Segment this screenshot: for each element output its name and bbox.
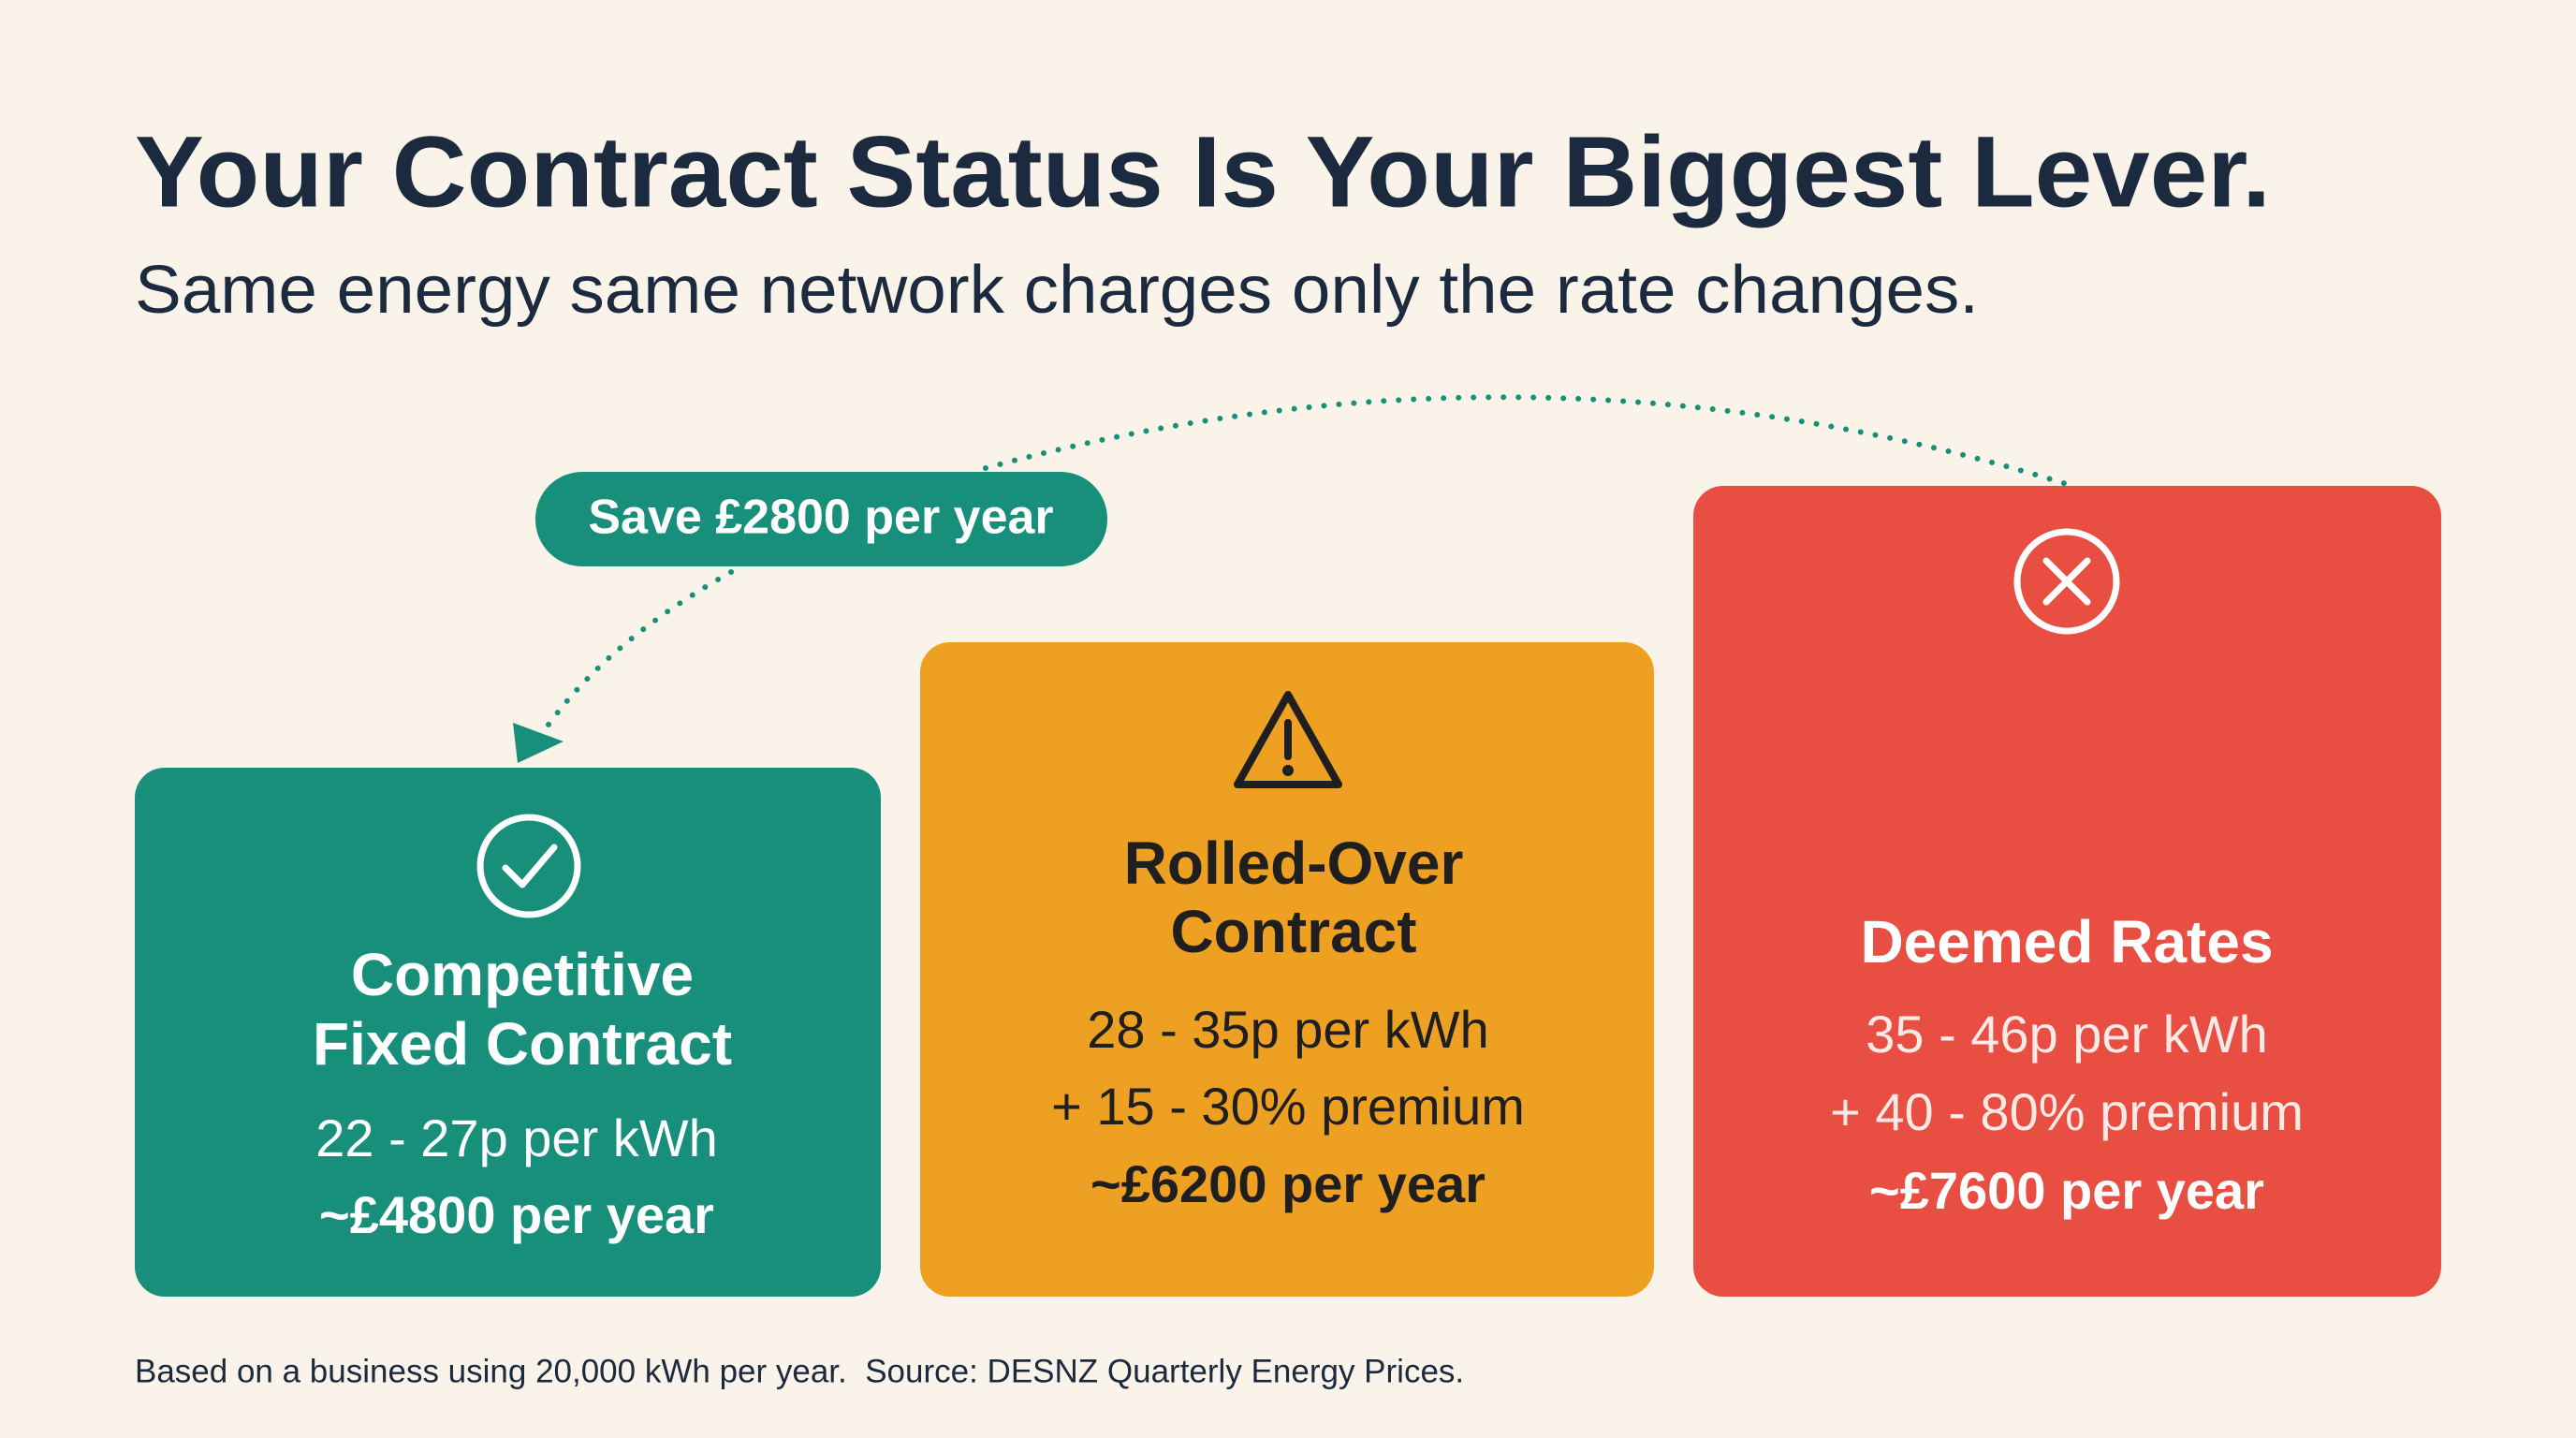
callout-label: Save £2800 per year [588, 491, 1053, 545]
card-title: Deemed Rates [1860, 908, 2273, 976]
card-rate: 28 - 35p per kWh [1087, 1000, 1489, 1059]
check-icon [476, 814, 581, 918]
subtitle: Same energy same network charges only th… [135, 253, 1979, 328]
card-premium: + 15 - 30% premium [1051, 1077, 1525, 1136]
warning-icon [1234, 691, 1342, 788]
card-rate: 35 - 46p per kWh [1866, 1005, 2268, 1064]
cross-icon [2013, 528, 2120, 635]
arrowhead [513, 723, 564, 763]
card [920, 642, 1654, 1297]
footnote: Based on a business using 20,000 kWh per… [135, 1353, 1464, 1389]
card-annual: ~£6200 per year [1090, 1154, 1486, 1213]
card-title: Fixed Contract [313, 1010, 732, 1078]
card-title: Competitive [351, 941, 694, 1008]
card-rate: 22 - 27p per kWh [315, 1108, 718, 1167]
card-annual: ~£7600 per year [1869, 1161, 2264, 1220]
card-title: Rolled-Over [1124, 829, 1464, 897]
card-premium: + 40 - 80% premium [1830, 1082, 2304, 1141]
card-annual: ~£4800 per year [319, 1185, 714, 1244]
card-title: Contract [1170, 898, 1416, 965]
title: Your Contract Status Is Your Biggest Lev… [135, 115, 2271, 228]
connector-arc [983, 394, 2072, 488]
card [135, 768, 881, 1297]
card [1693, 486, 2441, 1297]
callout-pill [535, 472, 1107, 566]
